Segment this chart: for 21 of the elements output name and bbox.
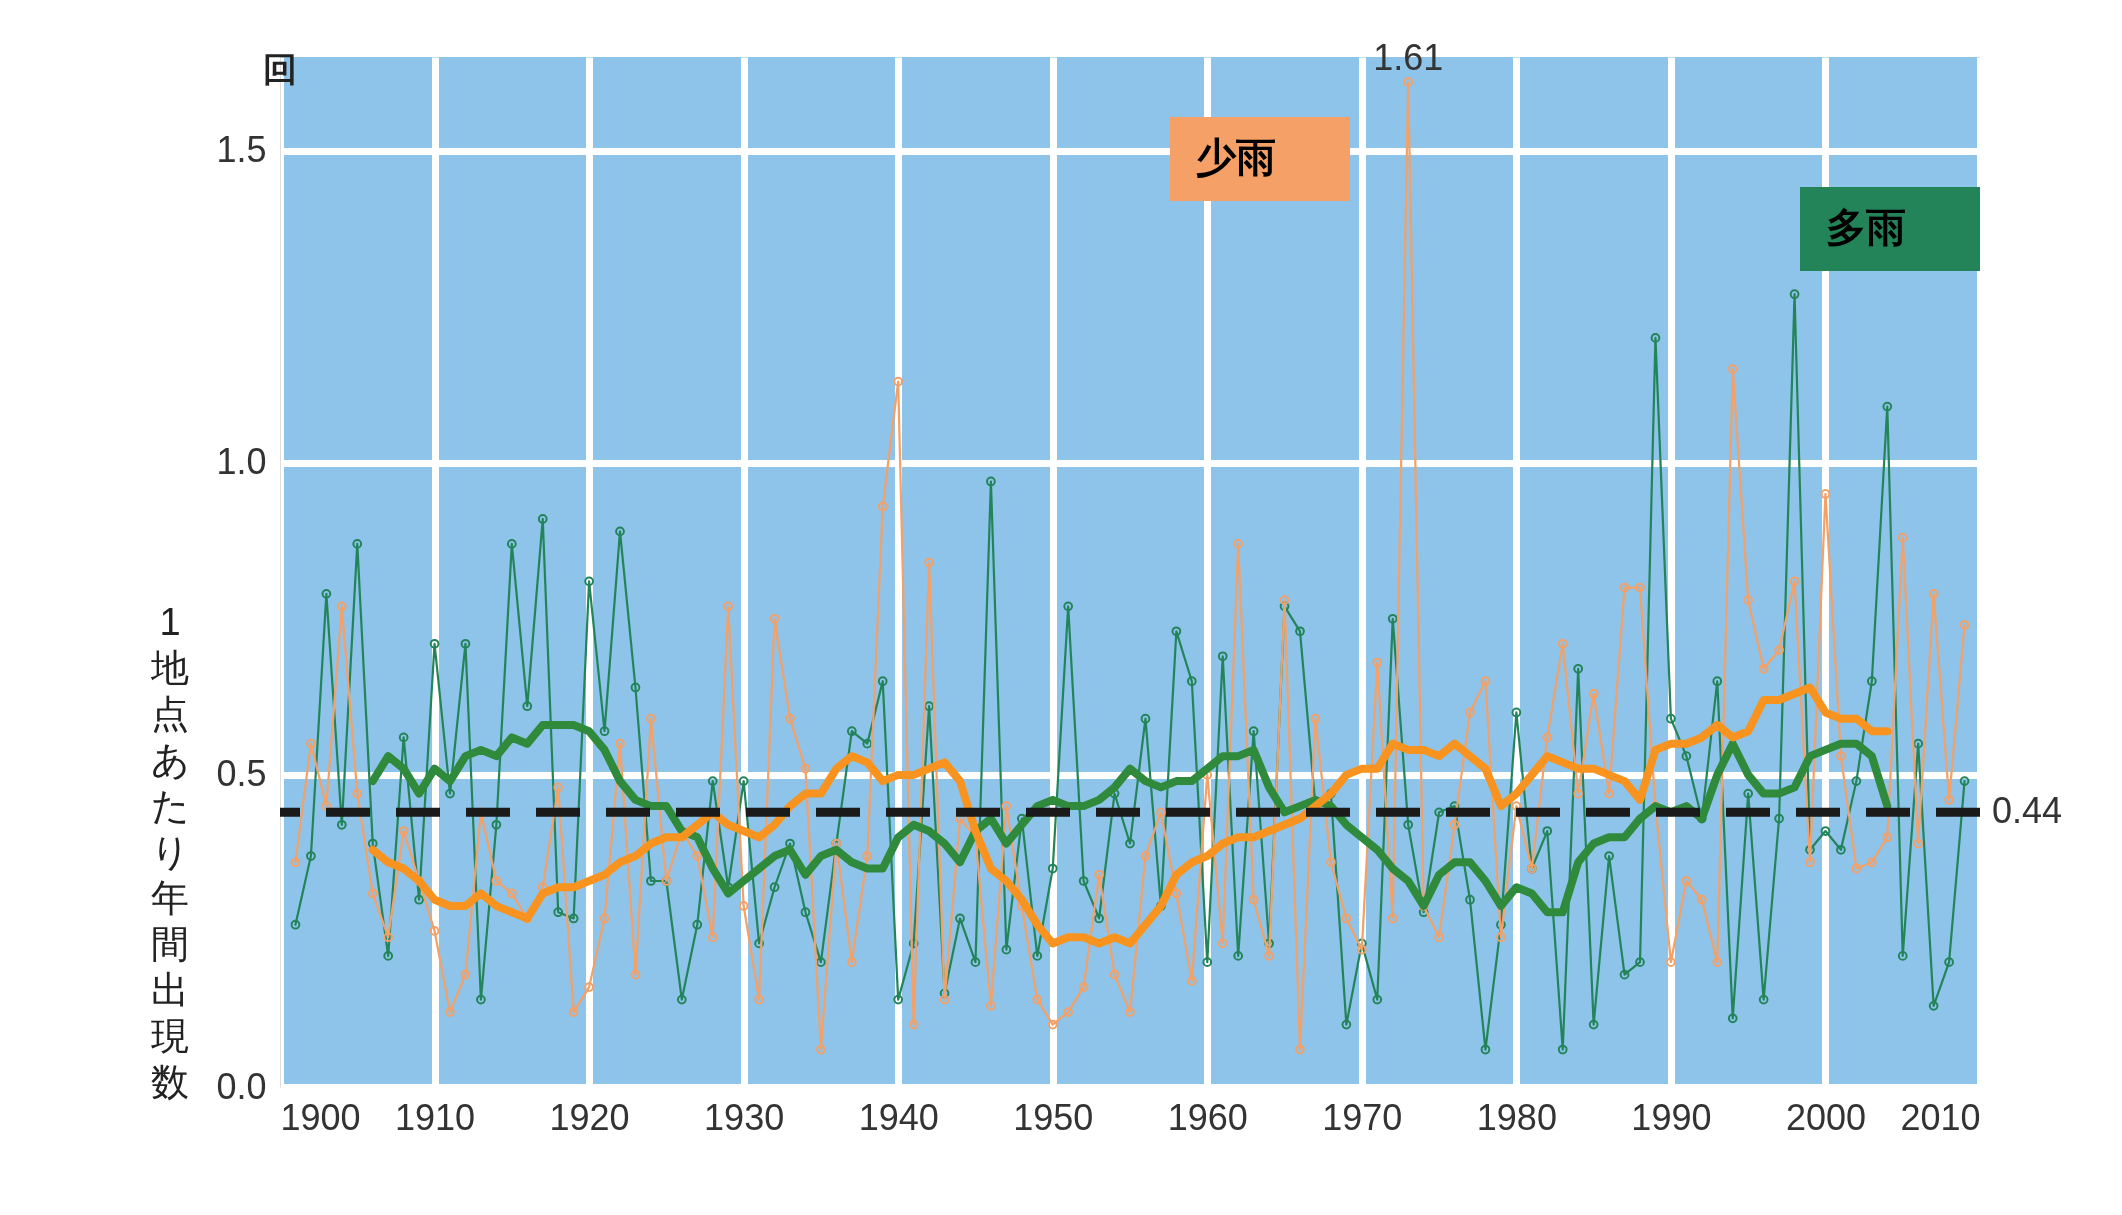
x-tick-label: 1910 [395, 1096, 476, 1138]
text: 1地点あたり年間出現数 [150, 600, 190, 1103]
series-label: 多雨 [1826, 205, 1906, 249]
y-tick-label: 1.5 [216, 129, 267, 171]
x-tick-label: 1990 [1631, 1096, 1712, 1138]
x-tick-label: 1940 [858, 1096, 939, 1138]
ref-line-label: 0.44 [1992, 790, 2063, 832]
x-tick-label: 1970 [1322, 1096, 1403, 1138]
x-tick-label: 1950 [1013, 1096, 1094, 1138]
x-tick-label: 1960 [1167, 1096, 1248, 1138]
y-tick-label: 0.5 [216, 753, 267, 795]
x-tick-label: 1980 [1476, 1096, 1557, 1138]
annotation: 回 [263, 50, 297, 88]
x-tick-label: 2000 [1785, 1096, 1866, 1138]
y-tick-label: 1.0 [216, 441, 267, 483]
y-tick-label: 0.0 [216, 1065, 267, 1107]
x-tick-label: 2010 [1900, 1096, 1981, 1138]
x-tick-label: 1930 [704, 1096, 785, 1138]
x-tick-label: 1920 [549, 1096, 630, 1138]
x-tick-label: 1900 [280, 1096, 361, 1138]
text: 少雨 [1196, 135, 1276, 179]
